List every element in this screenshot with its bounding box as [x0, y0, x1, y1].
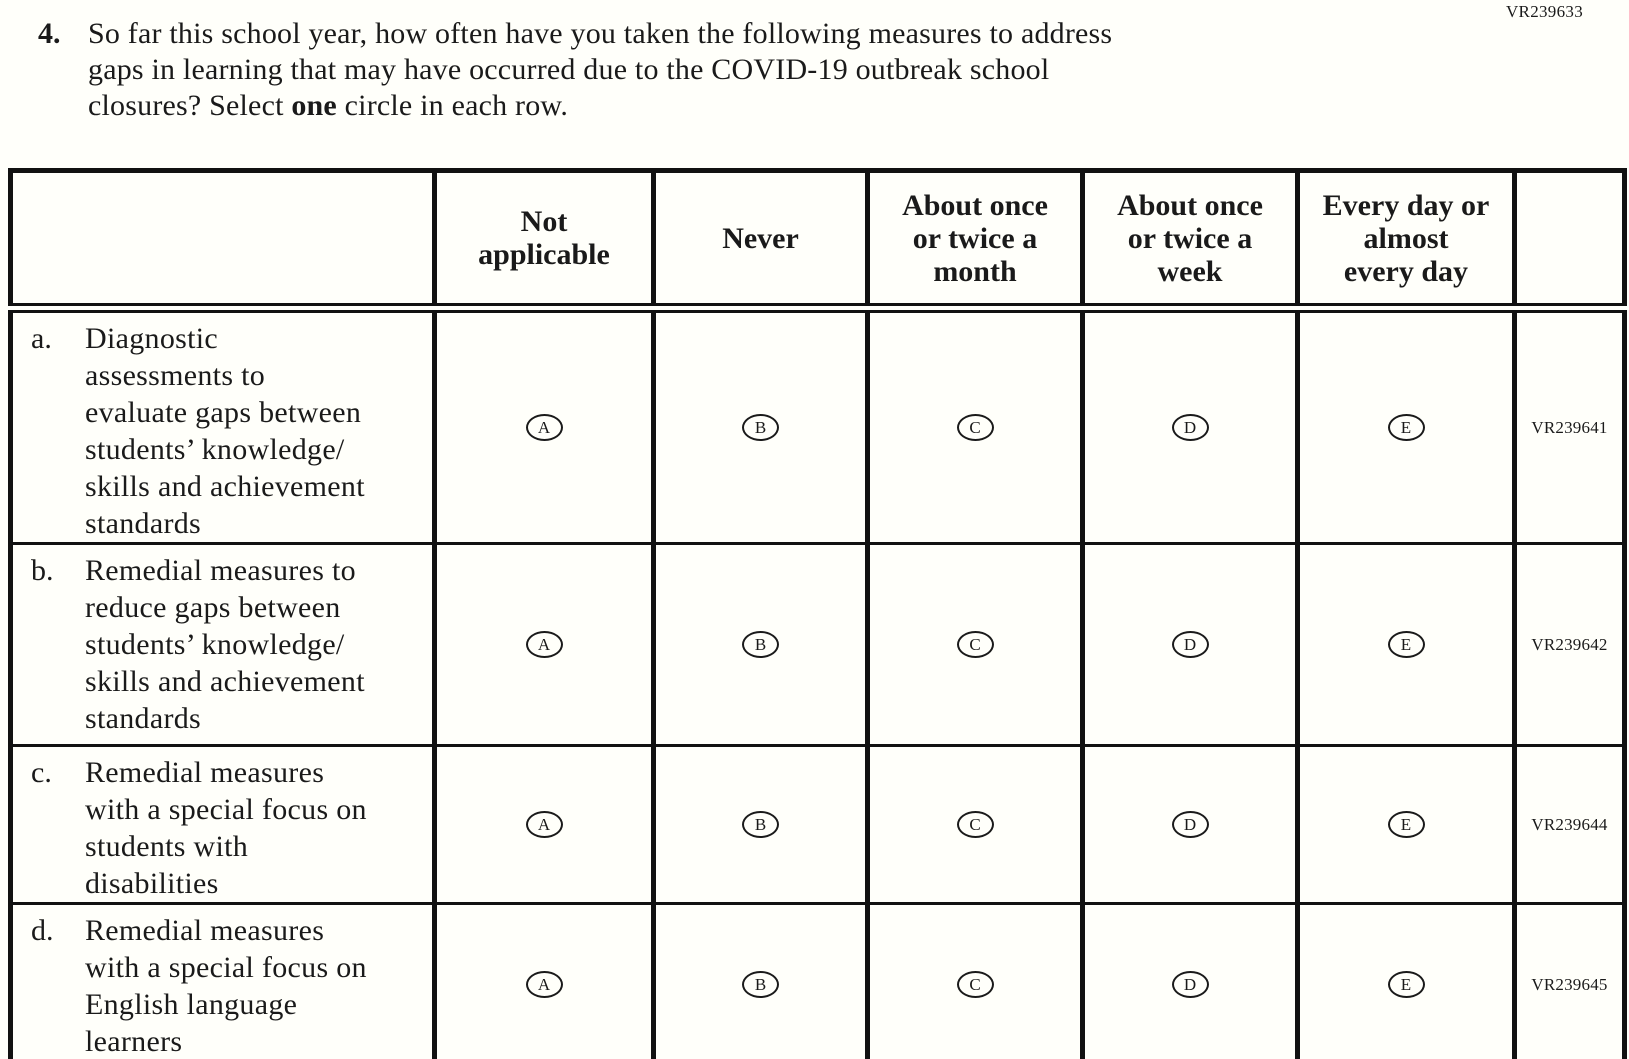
cell-c-once-twice-week: D [1080, 744, 1298, 904]
row-d-option-C-bubble[interactable]: C [956, 971, 994, 998]
row-letter: d. [31, 914, 54, 947]
cell-b-every-day: E [1295, 542, 1515, 746]
row-text: Remedial measures with a special focus o… [85, 756, 367, 900]
table-row-b: b. Remedial measures to reduce gaps betw… [10, 542, 1625, 746]
cell-b-not-applicable: A [432, 542, 654, 746]
form-code: VR239633 [1505, 2, 1583, 21]
cell-d-never: B [651, 902, 868, 1059]
question-line-2: gaps in learning that may have occurred … [88, 53, 1050, 86]
cell-d-once-twice-week: D [1080, 902, 1298, 1059]
row-c-option-A-bubble[interactable]: A [525, 811, 563, 838]
column-header-never: Never [651, 170, 868, 313]
row-label-c: c. Remedial measures with a special focu… [10, 744, 435, 904]
header-line: About once [1117, 188, 1263, 222]
question-number: 4. [38, 17, 61, 50]
row-a-option-C-bubble[interactable]: C [956, 414, 994, 441]
cell-a-once-twice-week: D [1080, 308, 1298, 544]
row-c-code: VR239644 [1512, 744, 1625, 904]
row-text: Diagnostic assessments to evaluate gaps … [85, 322, 365, 540]
row-a-option-B-bubble[interactable]: B [742, 414, 779, 441]
row-letter: a. [31, 322, 52, 355]
row-letter: c. [31, 756, 52, 789]
row-a-option-E-bubble[interactable]: E [1387, 414, 1425, 441]
header-row: Not applicable Never About once or twice… [10, 170, 1625, 313]
table-row-d: d. Remedial measures with a special focu… [10, 902, 1625, 1059]
row-label-a: a. Diagnostic assessments to evaluate ga… [11, 308, 435, 544]
row-c-option-B-bubble[interactable]: B [742, 811, 779, 838]
header-empty-left [10, 170, 435, 313]
question-text: So far this school year, how often have … [88, 16, 1368, 124]
row-a-option-D-bubble[interactable]: D [1171, 414, 1209, 441]
row-a-option-A-bubble[interactable]: A [525, 414, 563, 441]
row-label-d: d. Remedial measures with a special focu… [10, 902, 435, 1059]
row-d-option-A-bubble[interactable]: A [525, 971, 563, 998]
cell-a-once-twice-month: C [865, 308, 1083, 544]
column-header-once-twice-week: About once or twice a week [1080, 170, 1298, 313]
row-c-option-E-bubble[interactable]: E [1387, 811, 1425, 838]
table-row-a: a. Diagnostic assessments to evaluate ga… [11, 308, 1625, 544]
question-4: 4. So far this school year, how often ha… [38, 16, 1368, 124]
header-line: or twice a [912, 221, 1038, 255]
header-line: applicable [478, 238, 610, 271]
question-line-3-post: circle in each row. [336, 89, 569, 122]
header-line: almost [1363, 221, 1449, 255]
row-letter: b. [31, 554, 54, 587]
cell-c-not-applicable: A [432, 744, 654, 904]
header-line: About once [902, 188, 1048, 222]
question-line-3-bold: one [291, 89, 337, 122]
cell-b-once-twice-month: C [865, 542, 1083, 746]
header-line: Never [722, 221, 799, 255]
cell-a-not-applicable: A [432, 308, 654, 544]
table-row-c: c. Remedial measures with a special focu… [10, 744, 1625, 904]
header-line: Every day or [1322, 188, 1490, 222]
question-line-3-pre: closures? Select [88, 89, 292, 122]
question-4-matrix-table: Not applicable Never About once or twice… [8, 168, 1627, 1059]
column-header-every-day: Every day or almost every day [1295, 170, 1515, 313]
cell-c-every-day: E [1295, 744, 1515, 904]
row-c-option-D-bubble[interactable]: D [1171, 811, 1209, 838]
row-d-option-E-bubble[interactable]: E [1387, 971, 1425, 998]
cell-d-not-applicable: A [432, 902, 654, 1059]
row-d-option-B-bubble[interactable]: B [742, 971, 779, 998]
cell-b-never: B [651, 542, 868, 746]
cell-c-once-twice-month: C [865, 744, 1083, 904]
cell-c-never: B [651, 744, 868, 904]
row-b-option-C-bubble[interactable]: C [956, 631, 994, 658]
row-a-code: VR239641 [1512, 308, 1625, 544]
header-line: every day [1343, 254, 1469, 288]
header-line: month [933, 254, 1017, 288]
row-label-b: b. Remedial measures to reduce gaps betw… [10, 542, 435, 746]
header-line: Not [520, 205, 568, 238]
row-b-option-B-bubble[interactable]: B [742, 631, 779, 658]
cell-d-every-day: E [1295, 902, 1515, 1059]
cell-a-every-day: E [1295, 308, 1515, 544]
row-d-code: VR239645 [1512, 902, 1625, 1059]
header-line: or twice a [1127, 221, 1253, 255]
header-empty-right [1512, 170, 1625, 313]
question-line-1: So far this school year, how often have … [88, 17, 1113, 50]
row-d-option-D-bubble[interactable]: D [1171, 971, 1209, 998]
row-text: Remedial measures to reduce gaps between… [85, 554, 365, 735]
column-header-not-applicable: Not applicable [432, 170, 654, 313]
row-text: Remedial measures with a special focus o… [85, 914, 367, 1058]
header-line: week [1157, 254, 1223, 288]
row-b-code: VR239642 [1512, 542, 1625, 746]
row-b-option-A-bubble[interactable]: A [525, 631, 563, 658]
column-header-once-twice-month: About once or twice a month [865, 170, 1083, 313]
row-c-option-C-bubble[interactable]: C [956, 811, 994, 838]
cell-d-once-twice-month: C [865, 902, 1083, 1059]
row-b-option-E-bubble[interactable]: E [1387, 631, 1425, 658]
cell-b-once-twice-week: D [1080, 542, 1298, 746]
question-line-3: closures? Select one circle in each row. [88, 88, 1368, 124]
row-b-option-D-bubble[interactable]: D [1171, 631, 1209, 658]
cell-a-never: B [651, 308, 868, 544]
